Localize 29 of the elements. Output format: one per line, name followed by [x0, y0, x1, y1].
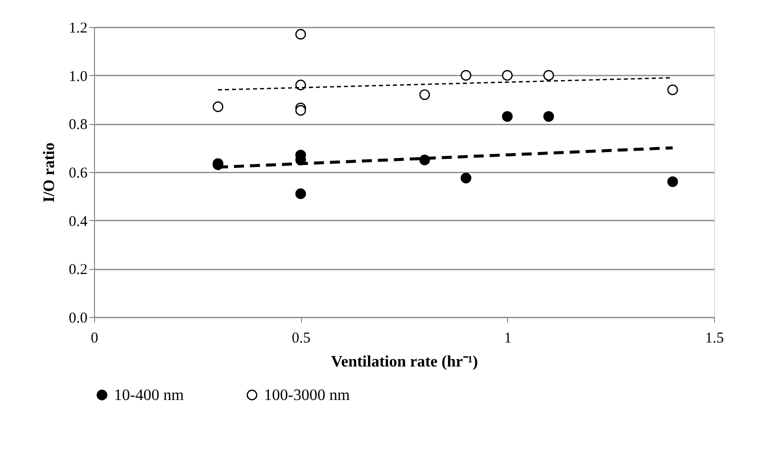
point: [667, 84, 678, 96]
point: [502, 70, 513, 81]
y-tick-label: 1.2: [68, 20, 88, 36]
x-axis-title: Ventilation rate (hr⁻¹): [331, 354, 478, 370]
legend-label: 10-400 nm: [114, 387, 184, 404]
y-tick-label: 0.8: [68, 117, 88, 134]
x-tick-label: 0.5: [292, 330, 311, 346]
y-tick-label: 0.4: [68, 214, 88, 230]
point: [419, 89, 430, 100]
point: [295, 105, 306, 116]
y-tick-label: 0.6: [68, 166, 88, 182]
x-tick-label: 1: [504, 330, 512, 346]
point: [460, 172, 472, 184]
x-tick-label: 0: [90, 330, 98, 346]
y-axis-title: I/O ratio: [40, 142, 58, 202]
y-tick-label: 1.0: [68, 68, 88, 85]
point: [295, 28, 306, 40]
point: [212, 101, 224, 112]
y-tick-label: 0.0: [68, 310, 88, 326]
x-tick-label: 1.5: [705, 330, 724, 346]
point: [667, 176, 678, 187]
legend-label: 100-3000 nm: [264, 387, 350, 404]
point: [295, 188, 306, 200]
point: [543, 70, 554, 81]
point: [460, 70, 472, 81]
point: [502, 111, 513, 122]
point: [543, 111, 554, 122]
point: [295, 80, 306, 90]
y-tick-label: 0.2: [68, 262, 88, 278]
